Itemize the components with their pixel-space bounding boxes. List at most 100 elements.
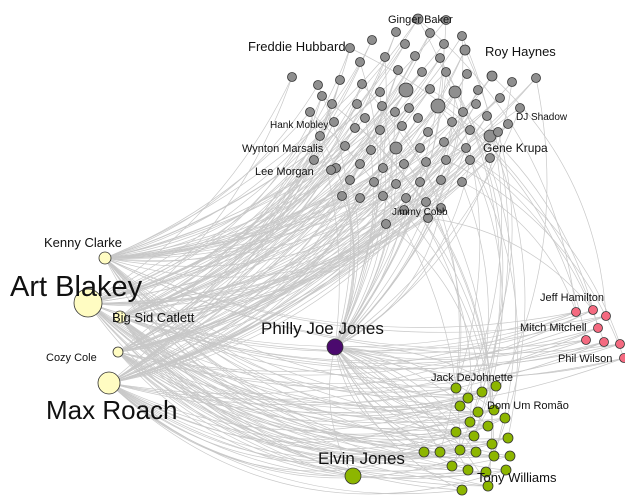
gray-node <box>473 85 483 95</box>
gray-node <box>335 75 345 85</box>
edge <box>334 346 489 427</box>
gray-node <box>423 213 433 223</box>
green-node <box>464 416 476 428</box>
pink-node <box>615 339 625 349</box>
edge <box>104 197 407 261</box>
edge <box>427 217 594 311</box>
green-node <box>476 386 488 398</box>
edge <box>334 346 441 453</box>
gray-node <box>412 13 424 25</box>
edge <box>334 81 513 348</box>
edge <box>417 18 577 313</box>
gray-node <box>441 155 451 165</box>
gray-node <box>436 203 446 213</box>
edge <box>117 31 397 353</box>
green-node <box>504 450 516 462</box>
edge <box>459 35 503 407</box>
edge <box>334 147 397 348</box>
edge <box>334 346 463 491</box>
gray-node <box>439 137 449 147</box>
edge <box>469 159 503 437</box>
edge <box>108 382 497 443</box>
gray-node <box>337 191 347 201</box>
edge <box>117 131 499 353</box>
gray-node <box>441 15 451 25</box>
edge <box>117 351 441 460</box>
gray-node <box>493 127 503 137</box>
gray-node <box>485 153 495 163</box>
gray-node <box>435 53 445 63</box>
node-layer <box>73 13 625 496</box>
edge <box>117 351 471 429</box>
label-layer: Art Blakey Max Roach Kenny Clarke Big Si… <box>10 14 612 485</box>
gray-node <box>350 123 360 133</box>
edge <box>451 77 548 467</box>
edge <box>119 316 507 477</box>
gray-node <box>410 51 420 61</box>
pink-node <box>601 311 611 321</box>
gray-node <box>287 72 297 82</box>
hub-node <box>326 338 344 356</box>
edge <box>334 195 355 348</box>
edge <box>334 346 475 437</box>
gray-node <box>421 157 431 167</box>
green-node <box>488 450 500 462</box>
gray-node <box>317 91 327 101</box>
edge <box>445 71 516 457</box>
gray-node <box>345 175 355 185</box>
gray-node <box>457 177 467 187</box>
green-node <box>434 446 446 458</box>
label-elvin-jones: Elvin Jones <box>318 449 405 468</box>
edge <box>117 103 477 353</box>
green-node <box>482 420 494 432</box>
edge <box>334 121 453 348</box>
label-wynton-marsalis: Wynton Marsalis <box>242 143 324 155</box>
label-gene-krupa: Gene Krupa <box>483 141 548 155</box>
edge <box>119 97 501 318</box>
edge <box>117 351 354 477</box>
label-freddie-hubbard: Freddie Hubbard <box>248 39 346 54</box>
edge <box>334 346 497 395</box>
gray-node <box>375 87 385 97</box>
edge <box>334 129 387 348</box>
gray-node <box>415 177 425 187</box>
edge <box>117 351 461 417</box>
edge <box>334 346 497 387</box>
gray-node <box>367 35 377 45</box>
edge <box>104 111 311 259</box>
edge <box>334 346 625 377</box>
green-node <box>446 460 458 472</box>
gray-node <box>461 143 471 153</box>
edge <box>104 257 495 457</box>
edge <box>104 121 453 259</box>
edge <box>108 107 410 384</box>
edge <box>87 95 323 304</box>
gray-node <box>465 125 475 135</box>
green-node <box>450 382 462 394</box>
edge-layer <box>87 18 625 495</box>
edge <box>119 316 493 447</box>
edge <box>104 257 461 407</box>
gray-node <box>375 125 385 135</box>
green-node <box>454 444 466 456</box>
edge <box>104 257 489 487</box>
label-ginger-baker: Ginger Baker <box>388 14 453 26</box>
gray-node <box>355 193 365 203</box>
gray-node <box>425 84 435 94</box>
gray-node <box>315 131 325 141</box>
gray-node <box>390 107 400 117</box>
label-tony-williams: Tony Williams <box>477 470 557 485</box>
yellow-node <box>97 371 121 395</box>
gray-node <box>352 99 362 109</box>
gray-node <box>378 163 388 173</box>
label-dom-um-romao: Dom Um Romão <box>487 400 569 412</box>
gray-node <box>355 57 365 67</box>
edge <box>119 18 419 318</box>
edge <box>108 79 341 384</box>
edge <box>104 117 366 259</box>
gray-node <box>393 65 403 75</box>
yellow-node <box>113 310 127 324</box>
green-node <box>344 467 362 485</box>
edge <box>117 69 399 353</box>
gray-node <box>378 191 388 201</box>
